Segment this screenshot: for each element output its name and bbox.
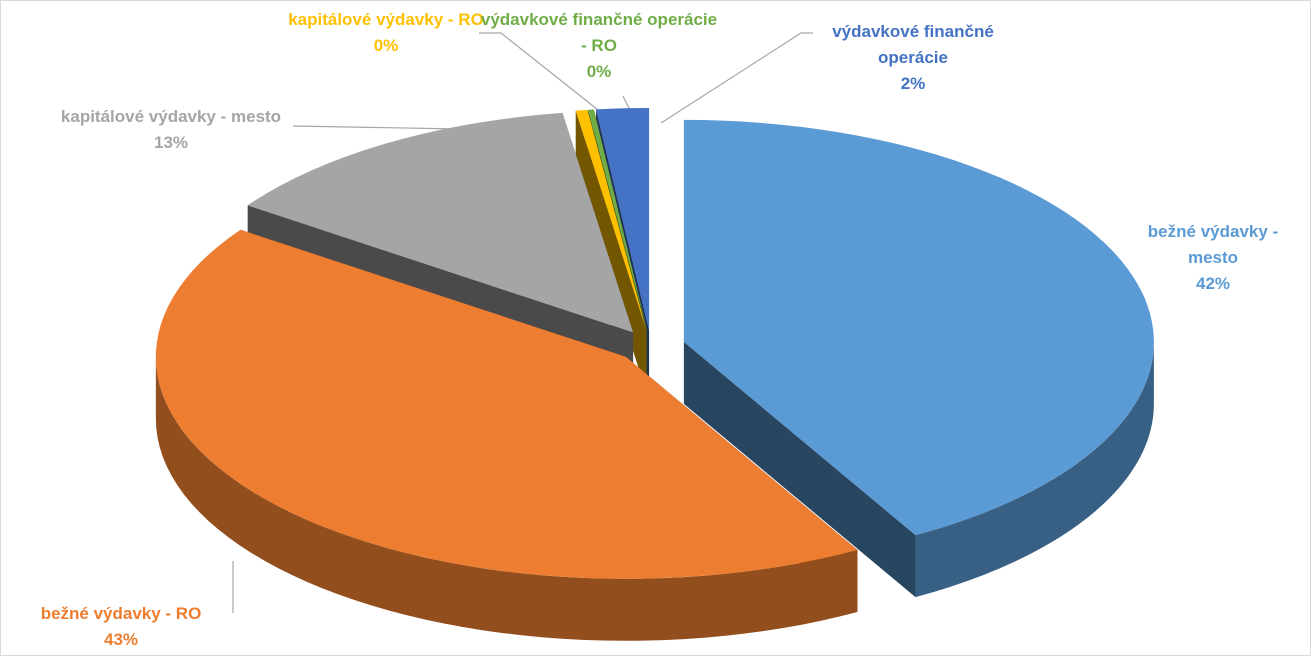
label-name: bežné výdavky - mesto	[1147, 222, 1279, 267]
label-value: 43%	[103, 630, 139, 649]
slice	[596, 107, 650, 330]
slice	[683, 119, 1154, 536]
label-value: 2%	[900, 74, 926, 93]
label-value: 0%	[373, 36, 399, 55]
label-name: výdavkové finančné operácie	[832, 22, 994, 67]
data-label: kapitálové výdavky - mesto 13%	[46, 104, 296, 156]
label-name: kapitálové výdavky - RO	[288, 10, 484, 29]
label-value: 0%	[586, 62, 612, 81]
slice-tops	[155, 107, 1154, 579]
slice	[575, 109, 647, 331]
label-value: 42%	[1195, 274, 1231, 293]
slice	[155, 229, 858, 579]
leader-lines	[232, 32, 813, 613]
data-label: výdavkové finančné operácie 2%	[803, 19, 1023, 97]
slice	[588, 109, 647, 331]
data-label: bežné výdavky - mesto 42%	[1138, 219, 1288, 297]
label-value: 13%	[153, 133, 189, 152]
leader-line	[479, 32, 618, 126]
data-label: bežné výdavky - RO 43%	[1, 601, 246, 653]
slice	[247, 112, 634, 333]
data-label: výdavkové finančné operácie - RO 0%	[479, 7, 719, 85]
data-label: kapitálové výdavky - RO 0%	[286, 7, 486, 59]
label-name: výdavkové finančné operácie - RO	[480, 10, 718, 55]
label-name: kapitálové výdavky - mesto	[60, 107, 282, 126]
leader-line	[292, 125, 462, 130]
slice-side	[155, 356, 858, 641]
leader-line	[660, 32, 813, 124]
label-name: bežné výdavky - RO	[40, 604, 202, 623]
slice-side	[915, 341, 1154, 598]
slice-wall	[683, 341, 916, 598]
